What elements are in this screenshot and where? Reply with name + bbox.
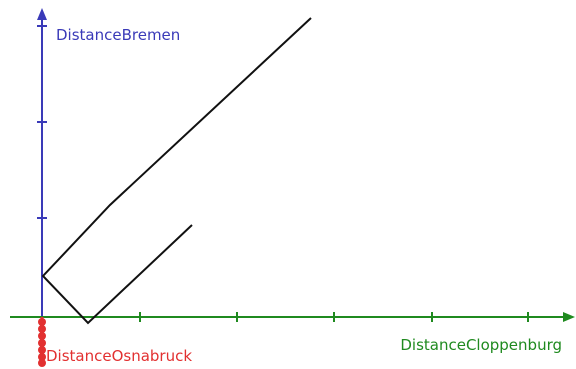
osnabruck-axis-bead	[38, 325, 46, 333]
cloppenburg-axis-label: DistanceCloppenburg	[400, 336, 562, 354]
bremen-axis-label: DistanceBremen	[56, 26, 180, 44]
osnabruck-axis-bead	[38, 332, 46, 340]
osnabruck-axis-label: DistanceOsnabruck	[46, 347, 192, 365]
osnabruck-axis-bead	[38, 346, 46, 354]
osnabruck-axis-bead	[38, 359, 46, 367]
osnabruck-axis-bead	[38, 339, 46, 347]
cloppenburg-axis-arrowhead	[563, 312, 575, 322]
bremen-axis-arrowhead	[37, 8, 47, 20]
bremen-axis: DistanceBremen	[37, 8, 180, 320]
osnabruck-axis-bead	[38, 353, 46, 361]
osnabruck-axis: DistanceOsnabruck	[38, 317, 192, 367]
cloppenburg-axis: DistanceCloppenburg	[10, 312, 575, 354]
distance-path	[41, 17, 312, 325]
osnabruck-axis-bead	[38, 318, 46, 326]
